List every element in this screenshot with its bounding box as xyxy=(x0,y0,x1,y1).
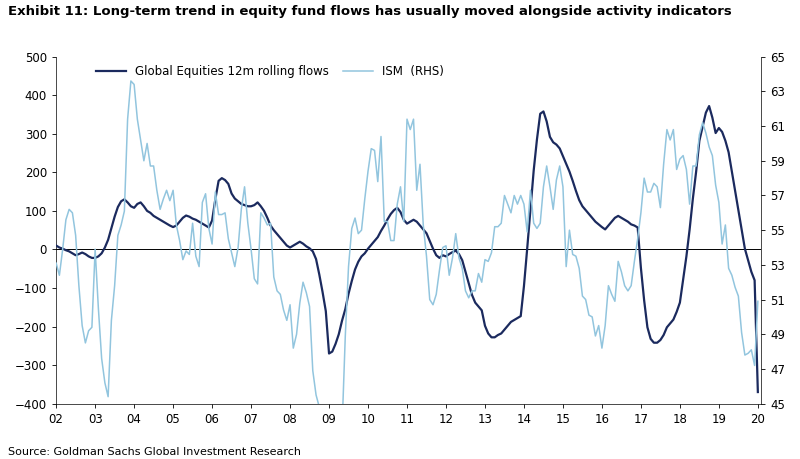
ISM  (RHS) xyxy=(51,260,61,266)
Legend: Global Equities 12m rolling flows, ISM  (RHS): Global Equities 12m rolling flows, ISM (… xyxy=(91,60,449,83)
Text: Exhibit 11: Long-term trend in equity fund flows has usually moved alongside act: Exhibit 11: Long-term trend in equity fu… xyxy=(8,5,732,17)
Global Equities 12m rolling flows xyxy=(259,208,269,213)
Global Equities 12m rolling flows xyxy=(292,241,302,246)
ISM  (RHS) xyxy=(253,281,262,287)
Global Equities 12m rolling flows xyxy=(207,218,217,223)
ISM  (RHS) xyxy=(262,222,272,228)
Global Equities 12m rolling flows xyxy=(633,225,642,230)
ISM  (RHS) xyxy=(266,220,275,226)
ISM  (RHS) xyxy=(753,298,762,304)
Global Equities 12m rolling flows xyxy=(753,389,762,395)
Line: Global Equities 12m rolling flows: Global Equities 12m rolling flows xyxy=(56,106,758,392)
ISM  (RHS) xyxy=(639,175,649,181)
Line: ISM  (RHS): ISM (RHS) xyxy=(56,81,758,459)
Global Equities 12m rolling flows xyxy=(250,202,259,208)
ISM  (RHS) xyxy=(295,300,305,306)
Text: Source: Goldman Sachs Global Investment Research: Source: Goldman Sachs Global Investment … xyxy=(8,447,301,457)
ISM  (RHS) xyxy=(126,78,136,84)
ISM  (RHS) xyxy=(210,189,220,195)
Global Equities 12m rolling flows xyxy=(262,215,272,221)
Global Equities 12m rolling flows xyxy=(51,243,61,248)
Global Equities 12m rolling flows xyxy=(704,103,714,109)
